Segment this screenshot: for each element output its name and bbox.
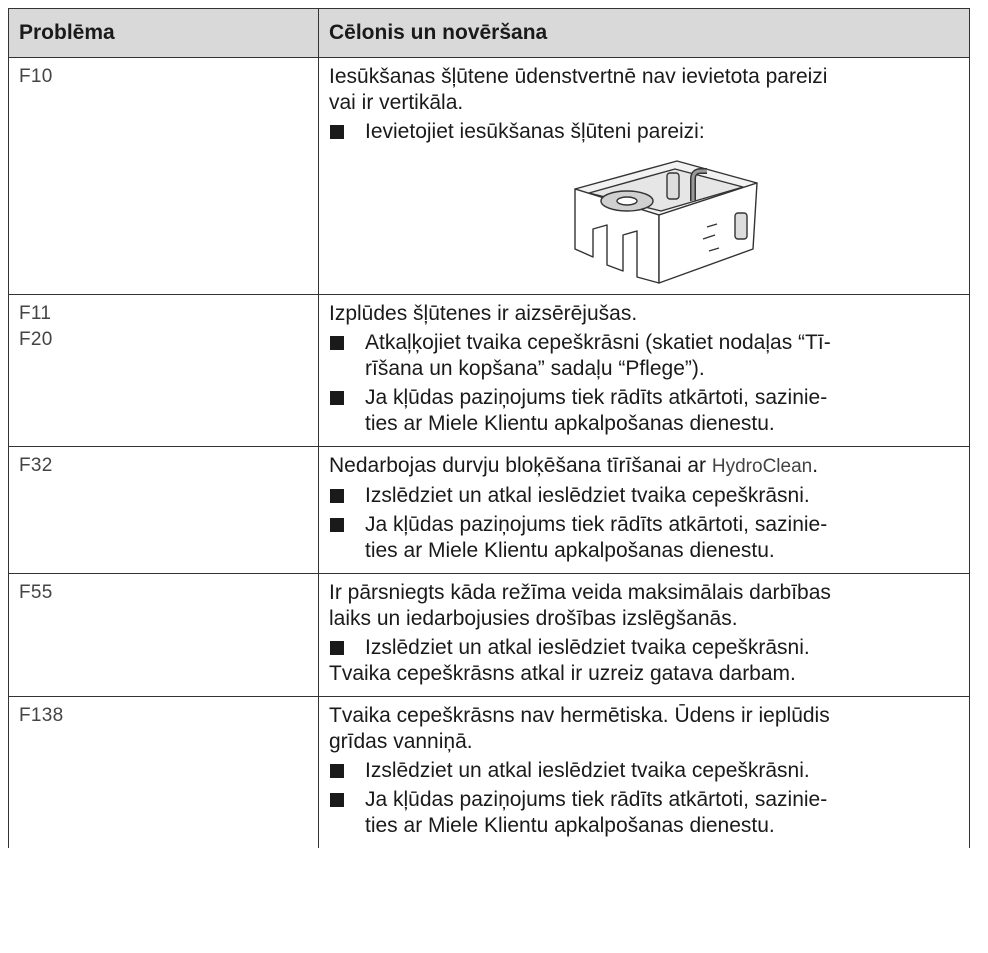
paragraph: Tvaika cepeškrāsns nav hermētiska. Ūdens… xyxy=(329,703,959,755)
paragraph: Izplūdes šļūtenes ir aizsērējušas. xyxy=(329,301,959,327)
error-code: F55 xyxy=(19,582,53,603)
item-line: Izslēdziet un atkal ieslēdziet tvaika ce… xyxy=(365,636,810,659)
error-code: F11 xyxy=(19,303,52,324)
item-line: Ja kļūdas paziņojums tiek rādīts atkārto… xyxy=(365,513,828,536)
error-code: F138 xyxy=(19,705,64,726)
item-line: Izslēdziet un atkal ieslēdziet tvaika ce… xyxy=(365,759,810,782)
bullet xyxy=(330,391,344,405)
action-item: Izslēdziet un atkal ieslēdziet tvaika ce… xyxy=(329,635,959,661)
error-code: F20 xyxy=(19,329,53,350)
error-code-cell: F11 F20 xyxy=(8,294,319,447)
text-line: Iesūkšanas šļūtene ūdenstvertnē nav ievi… xyxy=(329,64,959,90)
text-line: Ir pārsniegts kāda režīma veida maksimāl… xyxy=(329,580,959,606)
text: Ir pārsniegts kāda režīma veida maksimāl… xyxy=(329,581,831,604)
item-line: ties ar Miele Klientu apkalpošanas diene… xyxy=(365,412,775,435)
item-line: Atkaļķojiet tvaika cepeškrāsni (skatiet … xyxy=(365,331,831,354)
text-line: Tvaika cepeškrāsns atkal ir uzreiz gatav… xyxy=(329,661,959,687)
table-row: F55 Ir pārsniegts kāda režīma veida maksi… xyxy=(8,573,970,697)
action-item: Ja kļūdas paziņojums tiek rādīts atkārto… xyxy=(329,787,959,839)
bullet xyxy=(330,489,344,503)
bullet xyxy=(330,793,344,807)
item-line: ties ar Miele Klientu apkalpošanas diene… xyxy=(365,539,775,562)
text-line: Izplūdes šļūtenes ir aizsērējušas. xyxy=(329,301,959,327)
text-line: vai ir vertikāla. xyxy=(329,90,959,116)
error-code-cell: F10 xyxy=(8,57,319,295)
text: laiks un iedarbojusies drošības izslēgša… xyxy=(329,607,738,630)
text: grīdas vanniņā. xyxy=(329,730,473,753)
item-line: rīšana un kopšana” sadaļu “Pflege”). xyxy=(365,357,705,380)
text-line: Tvaika cepeškrāsns nav hermētiska. Ūdens… xyxy=(329,703,959,729)
text: Nedarbojas durvju bloķēšana tīrīšanai ar xyxy=(329,454,712,477)
cause-cell: Ir pārsniegts kāda režīma veida maksimāl… xyxy=(318,573,970,697)
product-term: HydroClean xyxy=(711,456,813,477)
text-line: grīdas vanniņā. xyxy=(329,729,959,755)
text: Tvaika cepeškrāsns nav hermētiska. Ūdens… xyxy=(329,704,830,727)
action-item: Izslēdziet un atkal ieslēdziet tvaika ce… xyxy=(329,483,959,509)
error-code: F10 xyxy=(19,66,53,87)
cause-cell: Nedarbojas durvju bloķēšana tīrīšanai ar… xyxy=(318,446,970,574)
error-code-cell: F55 xyxy=(8,573,319,697)
table-row: F32 Nedarbojas durvju bloķēšana tīrīšanai… xyxy=(8,446,970,574)
column-header: Problēma xyxy=(8,8,319,58)
item-line: Ievietojiet iesūkšanas šļūteni pareizi: xyxy=(365,120,705,143)
error-code-cell: F32 xyxy=(8,446,319,574)
text-line: laiks un iedarbojusies drošības izslēgša… xyxy=(329,606,959,632)
paragraph: Tvaika cepeškrāsns atkal ir uzreiz gatav… xyxy=(329,661,959,687)
item-line: Ja kļūdas paziņojums tiek rādīts atkārto… xyxy=(365,386,828,409)
item-line: Izslēdziet un atkal ieslēdziet tvaika ce… xyxy=(365,484,810,507)
item-line: Ja kļūdas paziņojums tiek rādīts atkārto… xyxy=(365,788,828,811)
error-code-cell: F138 xyxy=(8,696,319,848)
cause-cell: Tvaika cepeškrāsns nav hermētiska. Ūdens… xyxy=(318,696,970,848)
action-item: Atkaļķojiet tvaika cepeškrāsni (skatiet … xyxy=(329,330,959,382)
action-item: Ja kļūdas paziņojums tiek rādīts atkārto… xyxy=(329,512,959,564)
bullet xyxy=(330,641,344,655)
paragraph: Nedarbojas durvju bloķēšana tīrīšanai ar… xyxy=(329,453,959,480)
bullet xyxy=(330,125,344,139)
column-header: Cēlonis un novēršana xyxy=(318,8,970,58)
error-code: F32 xyxy=(19,455,53,476)
table-row: F11 F20 Izplūdes šļūtenes ir aizsērējušas.… xyxy=(8,294,970,447)
bullet xyxy=(330,336,344,350)
text-line: Nedarbojas durvju bloķēšana tīrīšanai ar… xyxy=(329,453,959,480)
text: Iesūkšanas šļūtene ūdenstvertnē nav ievi… xyxy=(329,65,828,88)
bullet xyxy=(330,518,344,532)
header-row: Problēma Cēlonis un novēršana xyxy=(8,8,970,58)
table-body: F10 Iesūkšanas šļūtene ūdenstvertnē nav i… xyxy=(8,57,970,848)
text: Izplūdes šļūtenes ir aizsērējušas. xyxy=(329,302,638,325)
item-line: ties ar Miele Klientu apkalpošanas diene… xyxy=(365,814,775,837)
text: Tvaika cepeškrāsns atkal ir uzreiz gatav… xyxy=(329,662,796,685)
bullet xyxy=(330,764,344,778)
action-item: Ja kļūdas paziņojums tiek rādīts atkārto… xyxy=(329,385,959,437)
cause-cell: Iesūkšanas šļūtene ūdenstvertnē nav ievi… xyxy=(318,57,970,295)
table-row: F138 Tvaika cepeškrāsns nav hermētiska. Ū… xyxy=(8,696,970,848)
error-table: Problēma Cēlonis un novēršana F10 Iesūkša… xyxy=(8,8,970,848)
action-item: Ievietojiet iesūkšanas šļūteni pareizi: xyxy=(329,119,959,145)
cause-cell: Izplūdes šļūtenes ir aizsērējušas. Atkaļķ… xyxy=(318,294,970,447)
action-item: Izslēdziet un atkal ieslēdziet tvaika ce… xyxy=(329,758,959,784)
text: . xyxy=(812,454,819,477)
text: vai ir vertikāla. xyxy=(329,91,464,114)
paragraph: Iesūkšanas šļūtene ūdenstvertnē nav ievi… xyxy=(329,64,959,116)
paragraph: Ir pārsniegts kāda režīma veida maksimāl… xyxy=(329,580,959,632)
table-row: F10 Iesūkšanas šļūtene ūdenstvertnē nav i… xyxy=(8,57,970,295)
tank-illustration xyxy=(574,160,758,284)
